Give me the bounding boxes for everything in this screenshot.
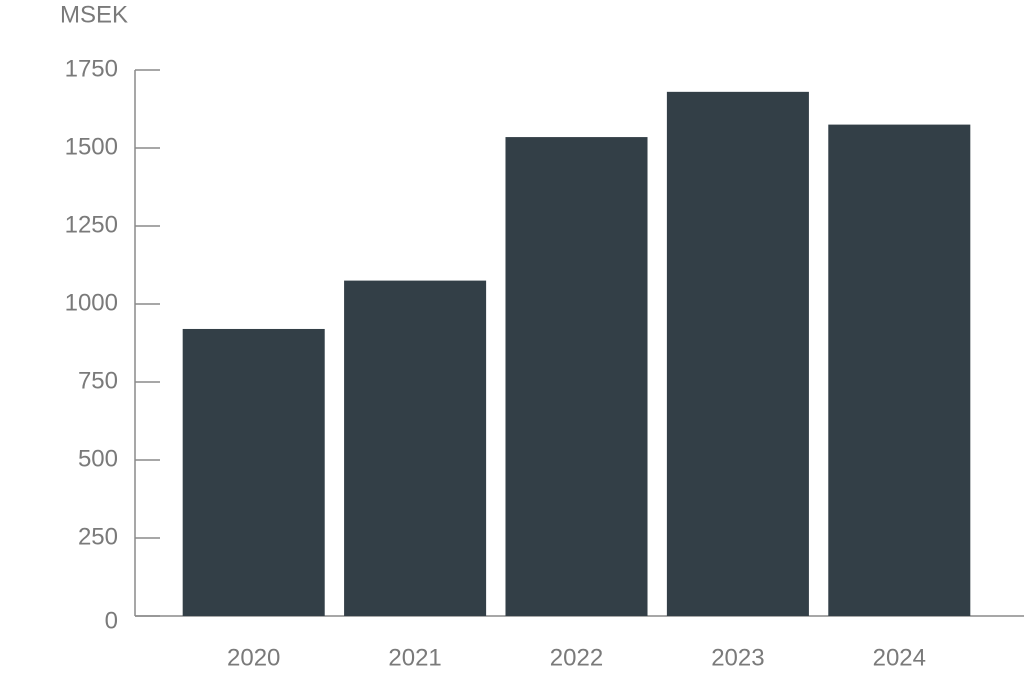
x-tick-label: 2021 (388, 644, 441, 671)
bar (182, 328, 325, 616)
y-tick-label: 1000 (65, 289, 118, 316)
x-tick-label: 2020 (227, 644, 280, 671)
y-tick-label: 500 (78, 445, 118, 472)
bar (666, 91, 809, 617)
bar (344, 280, 487, 616)
bar (505, 137, 648, 616)
y-tick-label: 250 (78, 523, 118, 550)
y-tick-label: 1250 (65, 211, 118, 238)
y-tick-label: 750 (78, 367, 118, 394)
y-tick-label: 1500 (65, 133, 118, 160)
bar (828, 124, 971, 616)
x-tick-label: 2022 (550, 644, 603, 671)
y-tick-label: 1750 (65, 55, 118, 82)
y-axis-label: MSEK (60, 1, 128, 28)
x-tick-label: 2023 (711, 644, 764, 671)
x-tick-label: 2024 (873, 644, 926, 671)
y-tick-label: 0 (105, 607, 118, 634)
